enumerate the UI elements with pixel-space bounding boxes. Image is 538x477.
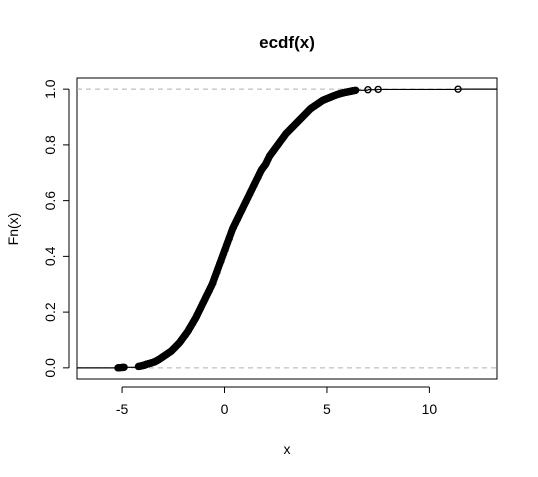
reference-lines	[77, 88, 497, 369]
x-tick-label: 0	[221, 401, 229, 417]
plot-frame	[76, 77, 498, 380]
y-tick-label: 0.6	[42, 191, 58, 211]
x-axis-label: x	[284, 441, 291, 457]
ecdf-point	[454, 85, 462, 93]
ecdf-point	[364, 86, 372, 94]
ecdf-points	[114, 85, 462, 372]
ecdf-point	[120, 363, 128, 371]
x-tick-label: 5	[323, 401, 331, 417]
chart-title: ecdf(x)	[259, 33, 315, 52]
x-tick-label: -5	[116, 401, 129, 417]
ecdf-point	[374, 85, 382, 94]
y-tick-label: 0.8	[42, 135, 58, 155]
y-axis: 0.0 0.2 0.4 0.6 0.8 1.0	[42, 79, 70, 378]
y-tick-label: 0.2	[42, 302, 58, 322]
x-axis: -5 0 5 10	[116, 386, 438, 417]
x-tick-label: 10	[422, 401, 438, 417]
y-tick-label: 0.4	[42, 246, 58, 266]
y-axis-label: Fn(x)	[5, 213, 21, 246]
ecdf-point	[351, 86, 360, 94]
y-tick-label: 1.0	[42, 79, 58, 99]
y-tick-label: 0.0	[42, 358, 58, 378]
